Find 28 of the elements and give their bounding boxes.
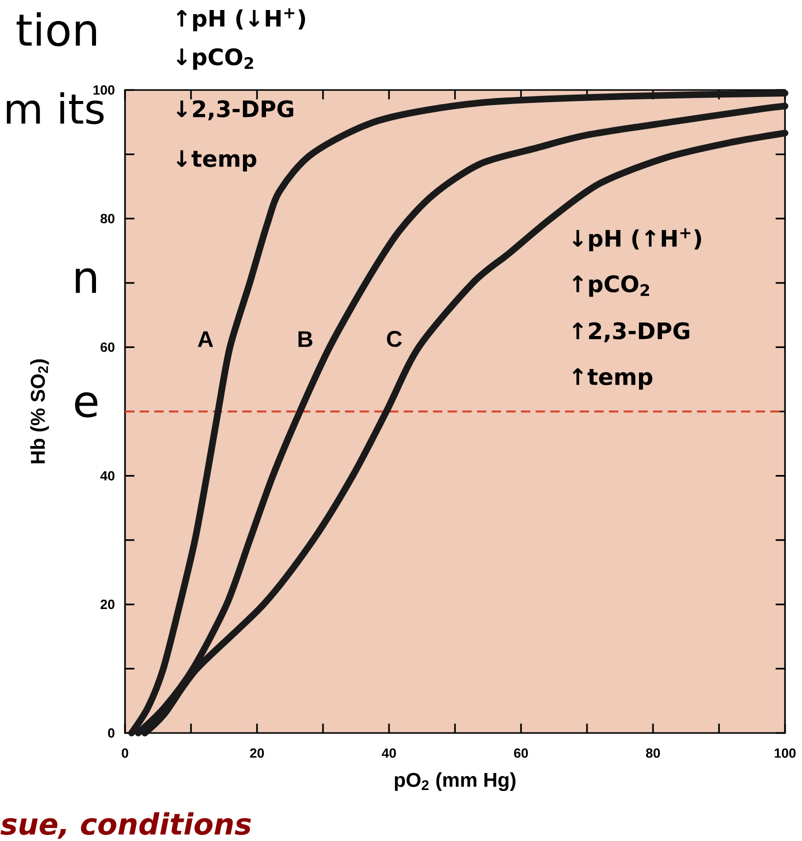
x-tick-label: 20	[250, 748, 264, 758]
y-tick-label: 40	[100, 471, 114, 481]
x-tick-label: 80	[646, 748, 660, 758]
annotation: ↑temp	[572, 368, 652, 390]
annotation: ↑2,3-DPG	[572, 322, 690, 342]
y-tick-label: 20	[100, 600, 114, 610]
x-tick-label: 0	[122, 748, 128, 758]
annotation: ↓2,3-DPG	[176, 100, 294, 120]
text: tion	[16, 12, 96, 46]
y-tick-label: 80	[100, 214, 114, 224]
text: sue, conditions	[0, 812, 251, 839]
x-tick-label: 60	[514, 748, 528, 758]
series-label: A	[198, 331, 214, 347]
text: e	[75, 392, 98, 418]
series-label: C	[386, 330, 402, 347]
text: ↑pH (↓H$^{+}$)	[176, 8, 306, 32]
annotation: ↑pCO$_{2}$	[572, 275, 650, 297]
text: ↓pCO$_{2}$	[176, 48, 254, 70]
x-axis-title: pO$_{2}$ (mm Hg)	[394, 772, 516, 792]
y-tick-label: 0	[108, 728, 114, 738]
x-tick-label: 40	[382, 748, 396, 758]
series-label: B	[298, 331, 312, 347]
x-tick-label: 100	[774, 748, 796, 758]
text: n	[76, 268, 96, 293]
y-axis-title: Hb (% SO$_{2}$)	[30, 359, 49, 464]
y-tick-label: 60	[100, 342, 114, 352]
annotation: ↓temp	[176, 150, 256, 172]
annotation: ↓pH (↑H$^{+}$)	[572, 228, 702, 252]
